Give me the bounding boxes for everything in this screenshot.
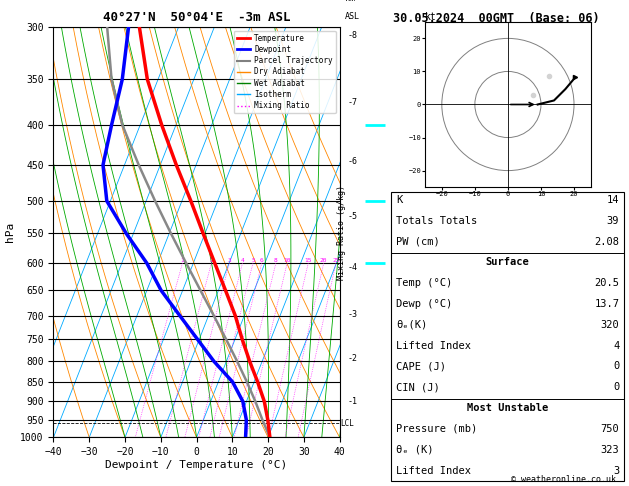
Text: Temp (°C): Temp (°C) <box>396 278 452 288</box>
Text: Totals Totals: Totals Totals <box>396 216 477 226</box>
Text: LCL: LCL <box>341 419 355 428</box>
Text: Mixing Ratio (g/kg): Mixing Ratio (g/kg) <box>337 185 346 279</box>
Text: 0: 0 <box>613 382 620 392</box>
Text: 10: 10 <box>284 258 291 263</box>
Legend: Temperature, Dewpoint, Parcel Trajectory, Dry Adiabat, Wet Adiabat, Isotherm, Mi: Temperature, Dewpoint, Parcel Trajectory… <box>233 31 336 113</box>
Text: Surface: Surface <box>486 257 530 267</box>
Text: 2: 2 <box>209 258 213 263</box>
Text: 2.08: 2.08 <box>594 237 620 246</box>
Text: 30.05.2024  00GMT  (Base: 06): 30.05.2024 00GMT (Base: 06) <box>393 12 599 25</box>
Text: θₑ(K): θₑ(K) <box>396 320 427 330</box>
Text: -4: -4 <box>347 262 357 272</box>
Text: © weatheronline.co.uk: © weatheronline.co.uk <box>511 474 616 484</box>
Text: 25: 25 <box>332 258 340 263</box>
Text: 8: 8 <box>274 258 278 263</box>
Text: Pressure (mb): Pressure (mb) <box>396 424 477 434</box>
Text: 0: 0 <box>613 362 620 371</box>
Text: 14: 14 <box>607 195 620 205</box>
Text: 5: 5 <box>251 258 255 263</box>
Text: -1: -1 <box>347 397 357 406</box>
Text: -8: -8 <box>347 31 357 40</box>
Text: θₑ (K): θₑ (K) <box>396 445 433 455</box>
Text: PW (cm): PW (cm) <box>396 237 440 246</box>
Text: -2: -2 <box>347 354 357 363</box>
Text: 323: 323 <box>601 445 620 455</box>
Text: 15: 15 <box>304 258 312 263</box>
X-axis label: Dewpoint / Temperature (°C): Dewpoint / Temperature (°C) <box>106 460 287 470</box>
Text: Most Unstable: Most Unstable <box>467 403 548 413</box>
Text: ASL: ASL <box>345 12 360 21</box>
Text: km: km <box>345 0 355 3</box>
Text: 3: 3 <box>228 258 231 263</box>
Text: kt: kt <box>425 12 437 22</box>
Text: -3: -3 <box>347 310 357 319</box>
Text: -7: -7 <box>347 98 357 107</box>
Text: 320: 320 <box>601 320 620 330</box>
Text: CIN (J): CIN (J) <box>396 382 440 392</box>
Text: 4: 4 <box>613 341 620 350</box>
Text: -5: -5 <box>347 212 357 222</box>
Text: 750: 750 <box>601 424 620 434</box>
Text: CAPE (J): CAPE (J) <box>396 362 446 371</box>
Text: 13.7: 13.7 <box>594 299 620 309</box>
Text: 1: 1 <box>181 258 184 263</box>
Text: 3: 3 <box>613 466 620 475</box>
Text: Lifted Index: Lifted Index <box>396 466 471 475</box>
Text: 20.5: 20.5 <box>594 278 620 288</box>
Y-axis label: hPa: hPa <box>4 222 14 242</box>
Text: K: K <box>396 195 402 205</box>
Text: -6: -6 <box>347 157 357 167</box>
Text: 4: 4 <box>240 258 244 263</box>
Title: 40°27'N  50°04'E  -3m ASL: 40°27'N 50°04'E -3m ASL <box>103 11 291 24</box>
Text: 6: 6 <box>260 258 264 263</box>
Text: Dewp (°C): Dewp (°C) <box>396 299 452 309</box>
Text: 39: 39 <box>607 216 620 226</box>
Text: Lifted Index: Lifted Index <box>396 341 471 350</box>
Text: 20: 20 <box>320 258 328 263</box>
